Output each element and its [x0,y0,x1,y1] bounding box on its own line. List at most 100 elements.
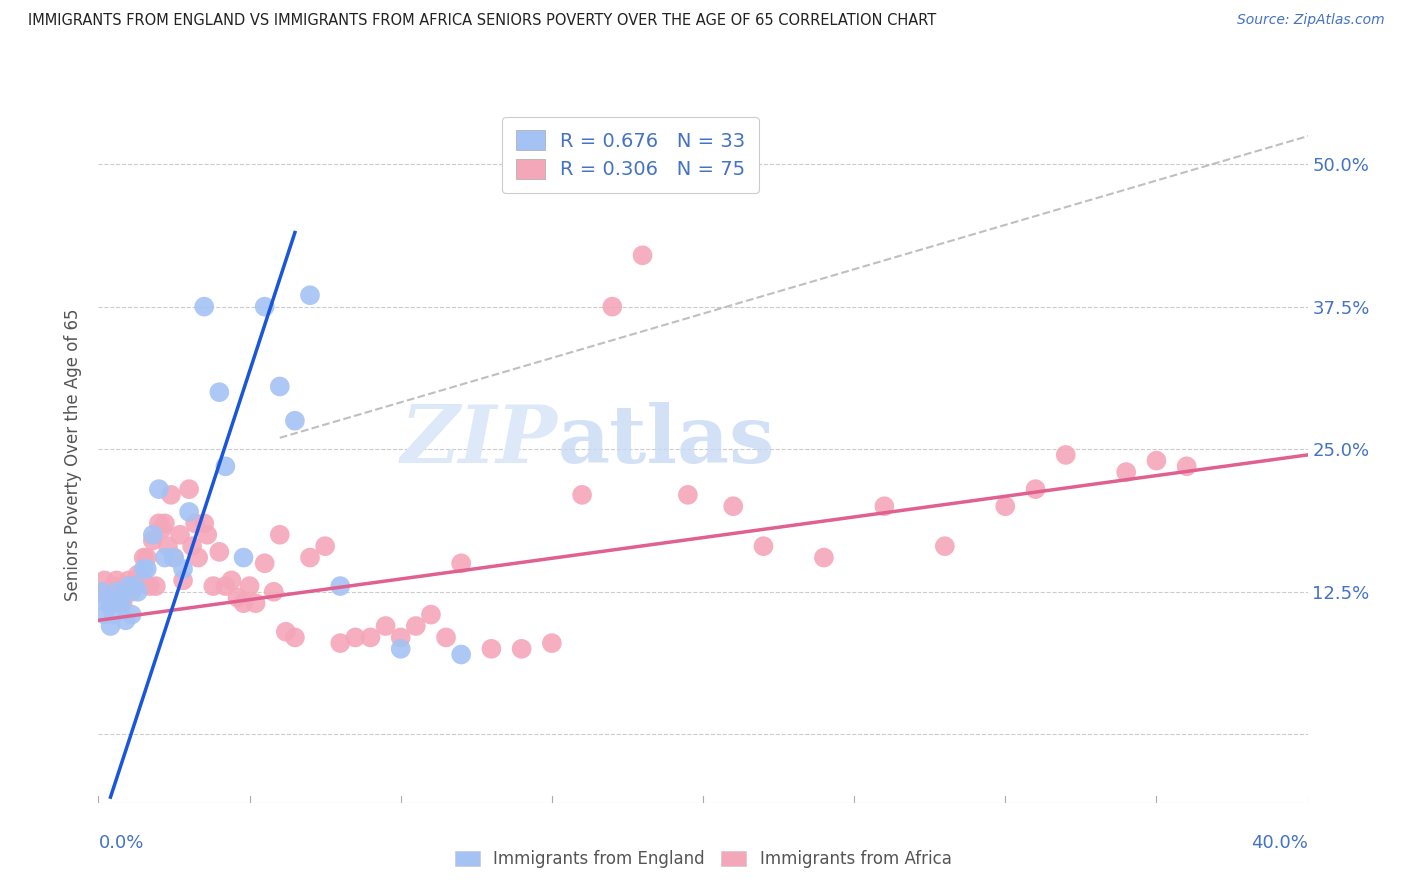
Point [103,607,125,622]
Point [135,562,157,576]
Point [540,636,562,650]
Point [232,550,254,565]
Point [184,516,207,531]
Point [344,631,367,645]
Point [96,591,118,605]
Point [129,574,152,588]
Text: IMMIGRANTS FROM ENGLAND VS IMMIGRANTS FROM AFRICA SENIORS POVERTY OVER THE AGE O: IMMIGRANTS FROM ENGLAND VS IMMIGRANTS FR… [28,13,936,29]
Point [434,631,457,645]
Point [208,385,231,400]
Point [405,619,427,633]
Point [163,550,186,565]
Point [153,516,176,531]
Point [114,579,136,593]
Point [105,584,128,599]
Point [299,550,322,565]
Point [156,539,179,553]
Point [934,539,956,553]
Point [90,584,112,599]
Point [193,516,215,531]
Point [127,567,149,582]
Point [389,641,412,656]
Point [274,624,297,639]
Point [121,607,143,622]
Point [121,584,143,599]
Point [90,584,112,599]
Point [142,528,165,542]
Point [111,596,134,610]
Point [100,619,122,633]
Point [195,528,218,542]
Point [148,482,170,496]
Point [150,522,173,536]
Point [132,562,155,576]
Point [232,596,254,610]
Point [187,550,209,565]
Point [571,488,593,502]
Text: atlas: atlas [558,402,775,480]
Point [1144,453,1167,467]
Point [93,574,115,588]
Point [100,596,122,610]
Point [602,300,624,314]
Point [118,574,141,588]
Point [139,579,162,593]
Point [221,574,243,588]
Point [179,505,201,519]
Point [163,550,186,565]
Point [245,596,267,610]
Point [142,533,165,548]
Point [752,539,775,553]
Point [202,579,225,593]
Point [269,528,291,542]
Point [813,550,835,565]
Point [105,574,128,588]
Point [1175,459,1198,474]
Point [481,641,503,656]
Point [214,579,236,593]
Text: ZIP: ZIP [401,402,558,480]
Point [135,550,157,565]
Point [108,596,131,610]
Point [160,488,183,502]
Point [631,248,654,262]
Point [172,574,194,588]
Point [676,488,699,502]
Y-axis label: Seniors Poverty Over the Age of 65: Seniors Poverty Over the Age of 65 [65,309,83,601]
Text: Source: ZipAtlas.com: Source: ZipAtlas.com [1237,13,1385,28]
Point [994,500,1017,514]
Point [127,584,149,599]
Point [114,613,136,627]
Point [226,591,249,605]
Point [172,562,194,576]
Point [420,607,443,622]
Point [103,579,125,593]
Point [208,545,231,559]
Point [96,596,118,610]
Point [153,550,176,565]
Point [214,459,236,474]
Point [510,641,533,656]
Point [193,300,215,314]
Point [360,631,382,645]
Point [132,550,155,565]
Point [108,584,131,599]
Point [111,591,134,605]
Text: 0.0%: 0.0% [98,834,143,852]
Point [1024,482,1046,496]
Point [239,579,262,593]
Point [329,579,352,593]
Point [118,579,141,593]
Point [1115,465,1137,479]
Point [181,539,204,553]
Point [145,579,167,593]
Legend: Immigrants from England, Immigrants from Africa: Immigrants from England, Immigrants from… [449,843,957,874]
Point [1054,448,1077,462]
Point [374,619,396,633]
Point [450,648,472,662]
Point [124,579,146,593]
Point [179,482,201,496]
Point [148,516,170,531]
Point [253,300,276,314]
Point [269,379,291,393]
